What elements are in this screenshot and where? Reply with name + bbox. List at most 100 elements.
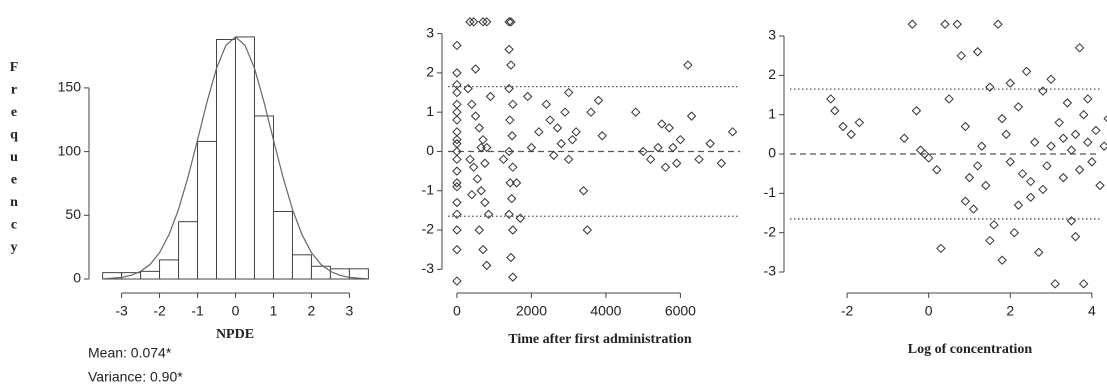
data-point — [467, 99, 477, 110]
x-tick-label: 0 — [925, 303, 933, 319]
data-point — [498, 154, 509, 165]
histogram-bar — [310, 265, 331, 280]
data-point — [504, 17, 514, 27]
data-point — [1066, 216, 1077, 226]
y-tick-label: 2 — [768, 66, 776, 82]
data-point — [1013, 102, 1024, 112]
data-point — [1017, 168, 1028, 179]
data-point — [1078, 109, 1089, 120]
data-point — [993, 19, 1003, 29]
data-point — [1038, 86, 1048, 96]
x-tick-label: 4 — [1088, 303, 1096, 319]
data-point — [846, 129, 856, 140]
histogram-bar — [140, 270, 161, 280]
data-point — [952, 19, 962, 29]
data-point — [1074, 165, 1085, 175]
density-curve — [102, 36, 369, 280]
data-point — [468, 162, 479, 172]
data-point — [506, 17, 516, 27]
data-point — [534, 127, 544, 137]
data-point — [586, 107, 596, 117]
data-point — [997, 113, 1007, 124]
y-axis-label-letter: q — [10, 128, 18, 143]
y-tick-label: 150 — [58, 79, 82, 95]
histogram-bar — [348, 268, 369, 280]
data-point — [597, 131, 607, 141]
data-point — [452, 115, 462, 125]
data-point — [1050, 279, 1060, 289]
data-point — [567, 134, 578, 145]
data-point — [452, 276, 462, 286]
data-point — [452, 178, 462, 188]
x-tick-label: 0 — [453, 303, 461, 319]
data-point — [549, 150, 559, 161]
y-tick-label: 0 — [73, 270, 81, 286]
data-point — [504, 83, 514, 94]
data-point — [960, 121, 971, 132]
data-point — [985, 82, 995, 92]
x-axis-label: Log of concentration — [908, 342, 1033, 357]
data-point — [474, 225, 484, 235]
data-point — [452, 107, 462, 117]
data-point — [968, 204, 979, 214]
data-point — [1074, 43, 1085, 53]
y-axis-label-letter: n — [10, 195, 18, 210]
data-point — [645, 154, 656, 165]
data-point — [675, 134, 686, 145]
data-point — [1070, 231, 1081, 242]
histogram-bar — [159, 259, 180, 280]
data-point — [582, 225, 593, 235]
data-point — [504, 44, 514, 55]
y-axis-label-letter: r — [11, 83, 17, 98]
data-point — [940, 19, 950, 29]
data-point — [727, 127, 738, 137]
data-point — [826, 94, 836, 104]
data-point — [522, 91, 533, 102]
data-point — [452, 79, 462, 90]
data-point — [478, 17, 488, 27]
stat-label: Variance: 0.90* — [88, 369, 183, 385]
data-point — [467, 189, 477, 200]
data-point — [452, 166, 462, 176]
data-point — [552, 123, 563, 133]
data-point — [504, 209, 514, 220]
data-point — [452, 68, 462, 78]
data-point — [686, 111, 697, 121]
data-point — [899, 133, 909, 143]
data-point — [480, 197, 490, 208]
data-point — [468, 17, 479, 27]
data-point — [515, 213, 525, 223]
data-point — [923, 153, 934, 163]
data-point — [1005, 78, 1015, 88]
data-point — [482, 260, 492, 271]
histogram-bar — [253, 115, 274, 280]
data-point — [915, 145, 926, 155]
data-point — [1062, 98, 1073, 108]
data-point — [683, 60, 693, 70]
data-point — [716, 158, 727, 168]
data-point — [508, 272, 518, 282]
y-tick-label: 3 — [768, 27, 776, 43]
y-tick-label: -3 — [764, 263, 777, 279]
x-tick-label: -2 — [153, 303, 166, 319]
data-point — [854, 117, 865, 128]
data-point — [476, 142, 486, 153]
data-point — [571, 127, 581, 137]
data-point — [1030, 137, 1040, 147]
data-point — [485, 91, 496, 102]
data-point — [932, 165, 942, 175]
data-point — [505, 178, 515, 188]
histogram-bar — [235, 36, 255, 280]
data-point — [452, 154, 462, 165]
data-point — [705, 138, 715, 149]
data-point — [1025, 176, 1036, 187]
data-point — [545, 115, 555, 125]
x-tick-label: 2 — [308, 303, 316, 319]
data-point — [1038, 184, 1048, 195]
data-point — [664, 123, 674, 133]
data-point — [907, 19, 918, 29]
data-point — [985, 235, 995, 246]
y-tick-label: -3 — [422, 260, 435, 276]
y-tick-label: -1 — [422, 181, 435, 197]
data-point — [452, 134, 462, 145]
